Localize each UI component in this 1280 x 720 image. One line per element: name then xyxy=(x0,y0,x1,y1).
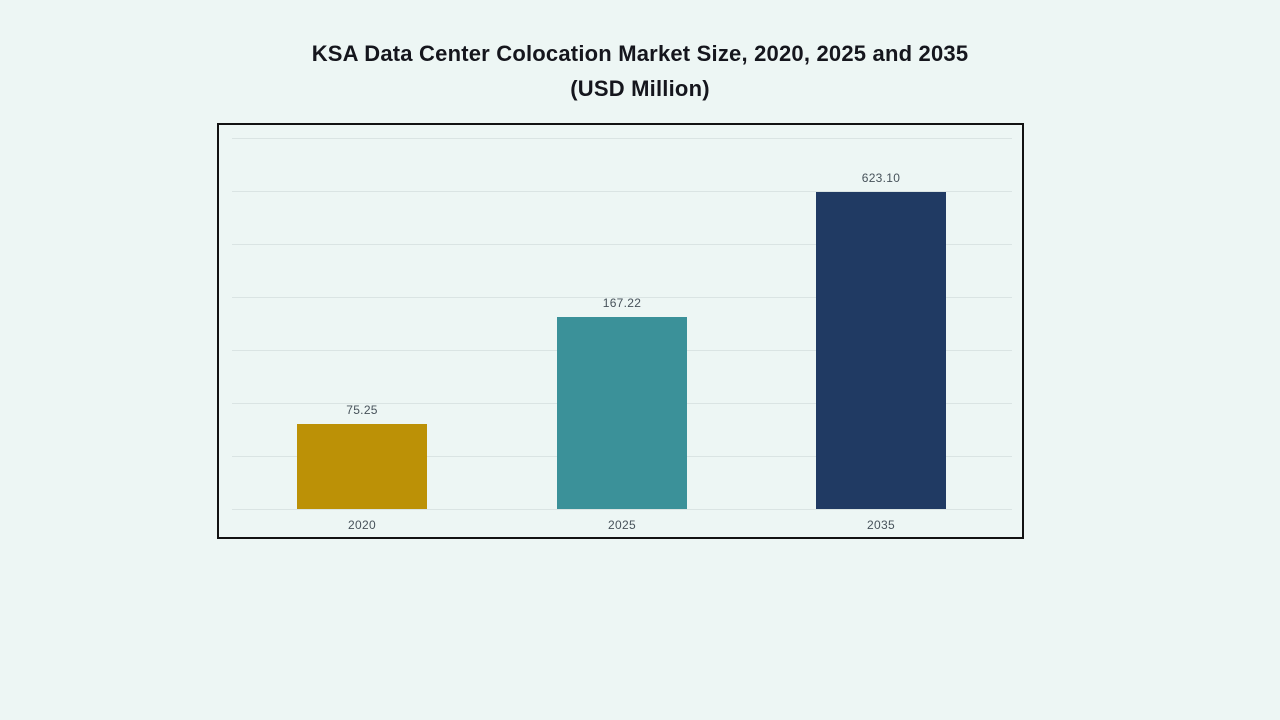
chart-subtitle: (USD Million) xyxy=(570,76,710,101)
bar-2025 xyxy=(557,317,687,509)
gridline xyxy=(232,509,1012,511)
gridline xyxy=(232,296,1012,298)
bar-value-label: 75.25 xyxy=(346,403,378,417)
chart-title: KSA Data Center Colocation Market Size, … xyxy=(311,41,969,66)
bar-value-label: 167.22 xyxy=(602,296,642,310)
x-axis-label: 2035 xyxy=(867,518,895,532)
gridline xyxy=(232,190,1012,192)
bar-2020 xyxy=(297,424,427,509)
x-axis-label: 2020 xyxy=(348,518,376,532)
bar-chart-frame: 75.25 2020 167.22 2025 623.10 2035 xyxy=(217,123,1024,539)
x-axis-label: 2025 xyxy=(608,518,636,532)
gridline xyxy=(232,243,1012,245)
chart-title-block: KSA Data Center Colocation Market Size, … xyxy=(0,36,1280,106)
bar-value-label: 623.10 xyxy=(861,171,901,185)
bar-2035 xyxy=(816,192,946,509)
gridline xyxy=(232,137,1012,139)
